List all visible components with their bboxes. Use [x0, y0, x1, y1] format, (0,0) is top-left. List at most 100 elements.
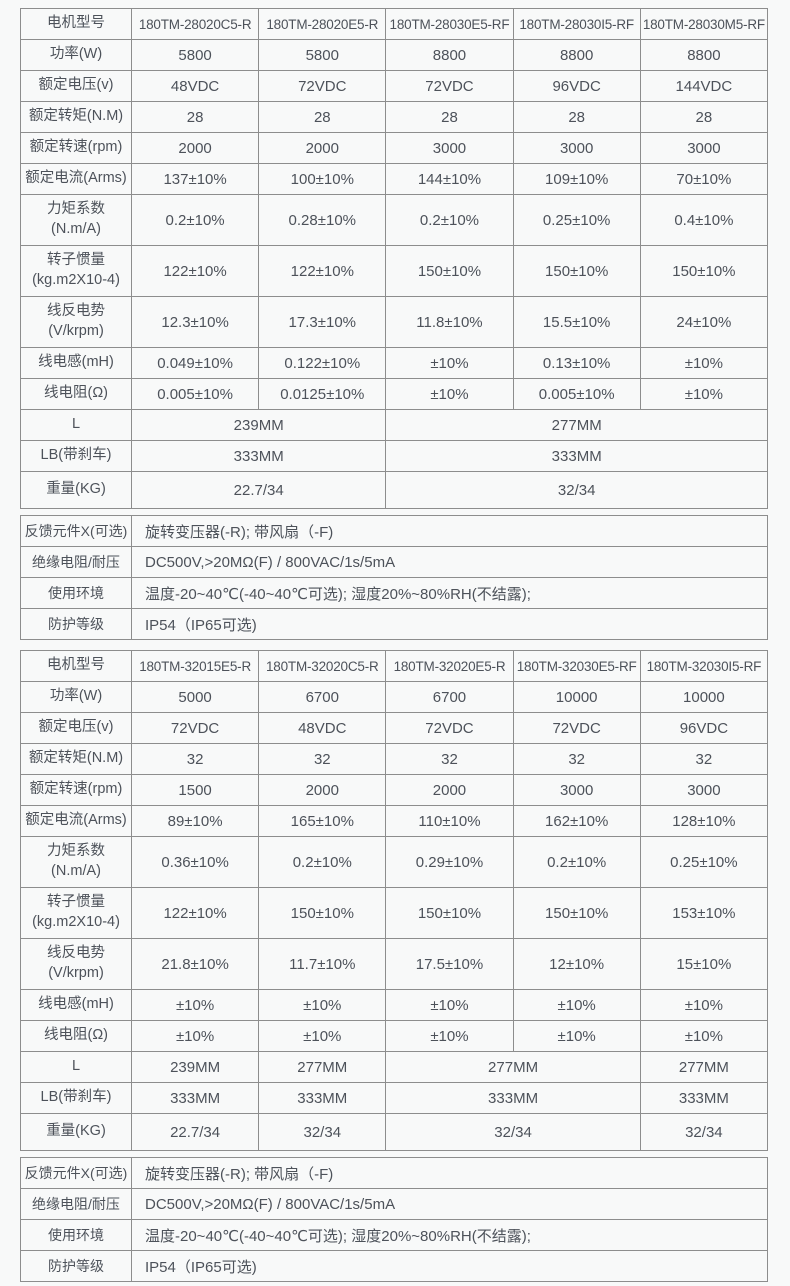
spec-footer-table-1: 反馈元件X(可选) 旋转变压器(-R); 带风扇（-F) 绝缘电阻/耐压 DC500V…	[20, 515, 768, 640]
spec-row: 额定转矩(N.M) 28 28 28 28 28	[20, 101, 769, 133]
spec-value-cell: 6700	[385, 681, 514, 713]
spec-value-cell: 72VDC	[130, 712, 260, 744]
spec-value-cell: 0.13±10%	[512, 347, 641, 379]
spec-value-cell: 89±10%	[130, 805, 260, 837]
spec-value-cell: 32	[512, 743, 641, 775]
dimension-value-cell: 239MM	[130, 409, 387, 441]
spec-value-cell: 8800	[639, 39, 769, 71]
spec-value-cell: 32	[130, 743, 260, 775]
spec-value-cell: 32	[385, 743, 514, 775]
spec-value-cell: 21.8±10%	[130, 938, 260, 990]
footer-value-cell: 旋转变压器(-R); 带风扇（-F)	[131, 515, 768, 547]
spec-value-cell: 72VDC	[385, 712, 514, 744]
model-name-cell: 180TM-32030E5-RF	[512, 650, 641, 682]
spec-row-label-cell: 额定电压(v)	[20, 70, 132, 102]
spec-row-label-cell: LB(带刹车)	[20, 1082, 132, 1114]
spec-value-cell: 28	[385, 101, 514, 133]
spec-value-cell: 0.049±10%	[130, 347, 260, 379]
spec-row-label-cell: 额定转速(rpm)	[20, 774, 132, 806]
footer-value-cell: DC500V,>20MΩ(F) / 800VAC/1s/5mA	[131, 1188, 768, 1220]
spec-row: 线反电势 (V/krpm) 21.8±10% 11.7±10% 17.5±10% 12±…	[20, 938, 769, 990]
model-header-row: 电机型号 180TM-28020C5-R 180TM-28020E5-R 180TM-…	[20, 8, 769, 40]
spec-value-cell: 5800	[258, 39, 387, 71]
dimension-value-cell: 32/34	[258, 1113, 387, 1151]
spec-value-cell: 2000	[385, 774, 514, 806]
spec-row: 额定电压(v) 72VDC 48VDC 72VDC 72VDC 96VDC	[20, 712, 769, 744]
spec-row: 重量(KG) 22.7/34 32/34 32/34 32/34	[20, 1113, 769, 1151]
spec-footer-table-2: 反馈元件X(可选) 旋转变压器(-R); 带风扇（-F) 绝缘电阻/耐压 DC500V…	[20, 1157, 768, 1282]
spec-value-cell: 5800	[130, 39, 260, 71]
spec-value-cell: 10000	[512, 681, 641, 713]
spec-row-label-cell: 额定电流(Arms)	[20, 163, 132, 195]
spec-row-label-cell: 额定电压(v)	[20, 712, 132, 744]
spec-row: 线电感(mH) ±10% ±10% ±10% ±10% ±10%	[20, 989, 769, 1021]
model-name-cell: 180TM-28030E5-RF	[385, 8, 514, 40]
spec-value-cell: 24±10%	[639, 296, 769, 348]
spec-value-cell: 153±10%	[639, 887, 769, 939]
spec-value-cell: 15±10%	[639, 938, 769, 990]
dimension-value-cell: 277MM	[639, 1051, 769, 1083]
spec-row: 线电阻(Ω) 0.005±10% 0.0125±10% ±10% 0.005±10% ±1…	[20, 378, 769, 410]
spec-value-cell: 72VDC	[385, 70, 514, 102]
motor-spec-section-1: 电机型号 180TM-28020C5-R 180TM-28020E5-R 180TM-…	[20, 8, 769, 640]
motor-spec-section-2: 电机型号 180TM-32015E5-R 180TM-32020C5-R 180TM-…	[20, 650, 769, 1282]
spec-value-cell: ±10%	[385, 989, 514, 1021]
spec-value-cell: 122±10%	[258, 245, 387, 297]
spec-value-cell: 28	[258, 101, 387, 133]
spec-row-label-cell: L	[20, 409, 132, 441]
spec-value-cell: ±10%	[639, 1020, 769, 1052]
spec-value-cell: 150±10%	[512, 245, 641, 297]
dimension-value-cell: 32/34	[639, 1113, 769, 1151]
spec-value-cell: 3000	[639, 132, 769, 164]
footer-label-cell: 使用环境	[20, 1219, 132, 1251]
spec-value-cell: 32	[639, 743, 769, 775]
dimension-value-cell: 333MM	[385, 1082, 641, 1114]
spec-value-cell: 8800	[512, 39, 641, 71]
spec-row-label-cell: 重量(KG)	[20, 1113, 132, 1151]
spec-value-cell: 72VDC	[258, 70, 387, 102]
footer-row: 反馈元件X(可选) 旋转变压器(-R); 带风扇（-F)	[20, 1157, 768, 1189]
spec-value-cell: 3000	[512, 774, 641, 806]
spec-value-cell: ±10%	[385, 1020, 514, 1052]
spec-row: 额定转速(rpm) 1500 2000 2000 3000 3000	[20, 774, 769, 806]
model-name-cell: 180TM-28030I5-RF	[512, 8, 641, 40]
spec-value-cell: 137±10%	[130, 163, 260, 195]
spec-value-cell: 0.25±10%	[639, 836, 769, 888]
spec-value-cell: 0.0125±10%	[258, 378, 387, 410]
spec-value-cell: 150±10%	[385, 245, 514, 297]
dimension-value-cell: 333MM	[130, 440, 387, 472]
spec-value-cell: 72VDC	[512, 712, 641, 744]
spec-value-cell: ±10%	[639, 347, 769, 379]
spec-value-cell: 165±10%	[258, 805, 387, 837]
footer-value-cell: IP54（IP65可选)	[131, 608, 768, 640]
spec-row: 线电感(mH) 0.049±10% 0.122±10% ±10% 0.13±10% ±10…	[20, 347, 769, 379]
footer-label-cell: 反馈元件X(可选)	[20, 515, 132, 547]
spec-row-label-cell: 线反电势 (V/krpm)	[20, 938, 132, 990]
spec-value-cell: 122±10%	[130, 887, 260, 939]
spec-value-cell: 15.5±10%	[512, 296, 641, 348]
spec-row-label-cell: 线电感(mH)	[20, 347, 132, 379]
spec-sections-container: 电机型号 180TM-28020C5-R 180TM-28020E5-R 180TM-…	[20, 8, 769, 1282]
dimension-value-cell: 277MM	[385, 1051, 641, 1083]
footer-value-cell: DC500V,>20MΩ(F) / 800VAC/1s/5mA	[131, 546, 768, 578]
motor-spec-table-2: 电机型号 180TM-32015E5-R 180TM-32020C5-R 180TM-…	[20, 650, 769, 1151]
spec-value-cell: ±10%	[130, 989, 260, 1021]
model-header-row: 电机型号 180TM-32015E5-R 180TM-32020C5-R 180TM-…	[20, 650, 769, 682]
spec-value-cell: 2000	[258, 132, 387, 164]
spec-value-cell: 3000	[639, 774, 769, 806]
footer-row: 防护等级 IP54（IP65可选)	[20, 1250, 768, 1282]
model-row-label-cell: 电机型号	[20, 650, 132, 682]
model-name-cell: 180TM-32020E5-R	[385, 650, 514, 682]
spec-row: 转子惯量 (kg.m2X10-4) 122±10% 150±10% 150±10% 15…	[20, 887, 769, 939]
spec-value-cell: 150±10%	[512, 887, 641, 939]
dimension-value-cell: 277MM	[385, 409, 768, 441]
spec-value-cell: 3000	[512, 132, 641, 164]
spec-value-cell: ±10%	[258, 989, 387, 1021]
dimension-value-cell: 333MM	[258, 1082, 387, 1114]
model-name-cell: 180TM-28030M5-RF	[639, 8, 769, 40]
spec-value-cell: 128±10%	[639, 805, 769, 837]
spec-row-label-cell: L	[20, 1051, 132, 1083]
spec-row: 重量(KG) 22.7/34 32/34	[20, 471, 768, 509]
spec-value-cell: 122±10%	[130, 245, 260, 297]
